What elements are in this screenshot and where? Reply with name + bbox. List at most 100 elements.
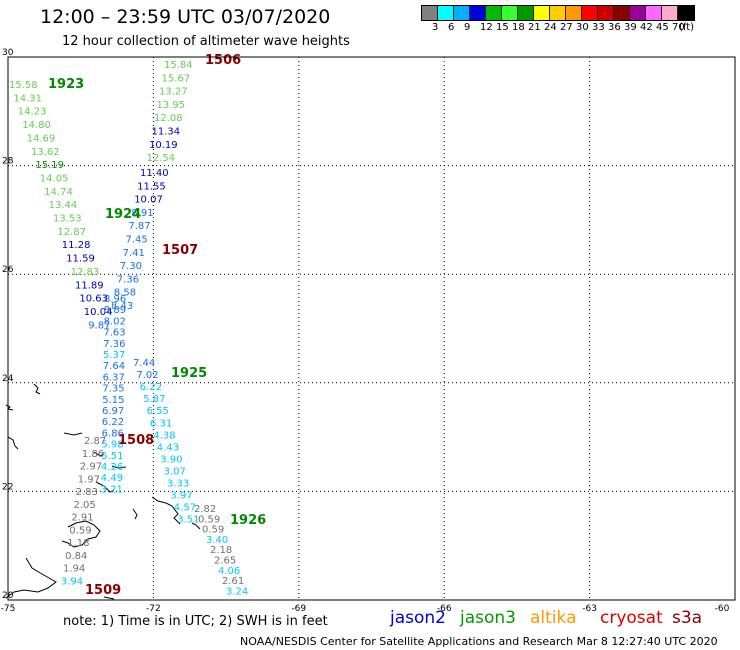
wave-height-value: 13.53: [53, 214, 82, 225]
wave-height-value: 0.84: [65, 551, 87, 562]
wave-height-value: 3.40: [206, 535, 228, 546]
map-grid: [8, 57, 735, 600]
wave-height-value: 4.06: [218, 566, 240, 577]
wave-height-value: 5.15: [102, 395, 124, 406]
wave-height-value: 8.96: [104, 294, 126, 305]
lon-tick-label: -75: [1, 604, 16, 614]
wave-height-value: 12.83: [71, 267, 100, 278]
wave-height-value: 3.90: [160, 454, 182, 465]
wave-height-value: 8.02: [104, 316, 126, 327]
track-label: 1923: [48, 77, 84, 92]
footer-note: note: 1) Time is in UTC; 2) SWH is in fe…: [63, 614, 328, 629]
legend-label: 15: [496, 22, 509, 33]
legend-swatch: [662, 6, 678, 20]
coastline: [5, 383, 201, 600]
legend-label: 70: [672, 22, 685, 33]
wave-height-value: 13.62: [31, 147, 60, 158]
wave-height-value: 2.87: [84, 436, 106, 447]
wave-height-value: 13.27: [159, 87, 188, 98]
legend-swatch: [534, 6, 550, 20]
lon-tick-label: -66: [437, 604, 452, 614]
wave-height-value: 5.98: [101, 440, 123, 451]
wave-height-value: 0.59: [202, 525, 224, 536]
lon-tick-label: -69: [291, 604, 306, 614]
wave-height-value: 11.40: [140, 168, 169, 179]
wave-height-value: 6.22: [102, 417, 124, 428]
wave-height-value: 5.37: [103, 350, 125, 361]
satellite-name: altika: [530, 608, 577, 628]
wave-height-value: 6.31: [150, 418, 172, 429]
wave-height-value: 7.63: [103, 328, 125, 339]
wave-height-value: 11.28: [62, 240, 91, 251]
legend-label: 33: [592, 22, 605, 33]
wave-height-value: 7.36: [117, 274, 139, 285]
legend-swatch: [470, 6, 486, 20]
legend-label: 30: [576, 22, 589, 33]
color-legend: [421, 5, 695, 21]
legend-label: 18: [512, 22, 525, 33]
wave-height-value: 8.43: [111, 301, 133, 312]
track-label: 1926: [230, 513, 266, 528]
wave-height-value: 10.63: [79, 294, 108, 305]
page-subtitle: 12 hour collection of altimeter wave hei…: [62, 34, 350, 49]
wave-height-value: 7.30: [120, 261, 142, 272]
legend-swatch: [630, 6, 646, 20]
legend-label: 45: [656, 22, 669, 33]
legend-swatch: [422, 6, 438, 20]
wave-height-value: 2.91: [71, 513, 93, 524]
track-label: 1924: [105, 207, 141, 222]
wave-height-value: 15.58: [9, 80, 38, 91]
wave-height-value: 15.67: [162, 73, 191, 84]
legend-swatch: [518, 6, 534, 20]
track-label: 1508: [118, 433, 154, 448]
wave-height-value: 1.94: [63, 564, 85, 575]
wave-height-value: 8.58: [114, 288, 136, 299]
track-label: 1925: [171, 366, 207, 381]
wave-height-value: 3.51: [177, 515, 199, 526]
wave-height-value: 2.65: [214, 556, 236, 567]
legend-label: 3: [432, 22, 439, 33]
wave-height-value: 8.89: [104, 305, 126, 316]
wave-height-value: 1.18: [67, 538, 89, 549]
wave-height-value: 10.19: [149, 140, 178, 151]
legend-label: 12: [480, 22, 493, 33]
wave-height-value: 12.54: [147, 153, 176, 164]
wave-height-value: 7.02: [136, 370, 158, 381]
wave-height-value: 14.05: [40, 173, 69, 184]
wave-height-value: 6.55: [147, 406, 169, 417]
wave-height-value: 11.55: [137, 181, 166, 192]
wave-height-value: 10.04: [84, 307, 113, 318]
legend-label: 27: [560, 22, 573, 33]
wave-height-value: 14.74: [44, 187, 73, 198]
wave-height-value: 15.19: [35, 160, 64, 171]
legend-label: 9: [464, 22, 471, 33]
lat-tick-label: 20: [2, 591, 14, 601]
wave-height-value: 2.05: [74, 500, 96, 511]
satellite-name: jason3: [460, 608, 516, 628]
lat-tick-label: 22: [2, 482, 13, 492]
legend-label: 39: [624, 22, 637, 33]
wave-height-value: 3.94: [61, 576, 83, 587]
wave-height-value: 13.44: [49, 200, 78, 211]
legend-label: 24: [544, 22, 557, 33]
legend-swatch: [678, 6, 694, 20]
legend-label: 21: [528, 22, 541, 33]
map-frame: 30 28 26 24 22 20 -75 -72 -69 -66 -63 -60: [1, 48, 736, 614]
wave-height-value: 11.34: [152, 127, 181, 138]
footer-credit: NOAA/NESDIS Center for Satellite Applica…: [240, 635, 718, 648]
wave-height-value: 6.22: [140, 382, 162, 393]
legend-swatch: [438, 6, 454, 20]
wave-height-value: 1.97: [78, 474, 100, 485]
wave-height-value: 10.07: [134, 195, 163, 206]
legend-swatch: [550, 6, 566, 20]
lat-tick-label: 26: [2, 265, 14, 275]
wave-height-value: 0.59: [69, 525, 91, 536]
wave-height-value: 8.91: [131, 208, 153, 219]
wave-height-value: 12.08: [154, 113, 183, 124]
wave-height-value: 2.18: [210, 545, 232, 556]
wave-height-value: 4.26: [101, 462, 123, 473]
wave-height-value: 13.95: [157, 100, 186, 111]
lat-tick-label: 30: [2, 48, 14, 58]
wave-height-value: 1.86: [82, 449, 104, 460]
altimeter-tracks: 1506 15.84 15.67 13.27 13.95 12.08 11.34 10.19 1…: [9, 53, 266, 598]
